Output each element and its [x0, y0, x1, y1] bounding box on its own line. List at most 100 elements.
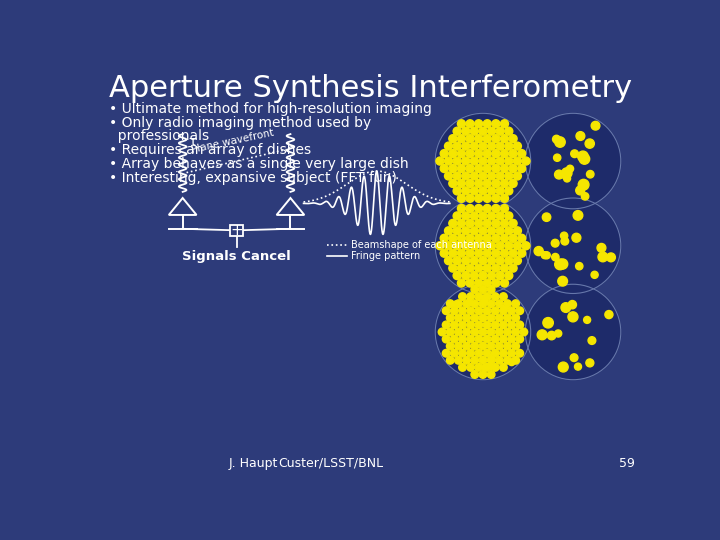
- Circle shape: [500, 179, 508, 187]
- Circle shape: [487, 286, 495, 293]
- Circle shape: [475, 293, 482, 300]
- FancyBboxPatch shape: [230, 225, 243, 236]
- Circle shape: [492, 335, 499, 343]
- Circle shape: [513, 157, 521, 165]
- Circle shape: [442, 321, 450, 329]
- Circle shape: [474, 264, 482, 272]
- Circle shape: [466, 165, 474, 172]
- Circle shape: [444, 227, 453, 235]
- Circle shape: [453, 256, 461, 265]
- Text: • Only radio imaging method used by: • Only radio imaging method used by: [109, 116, 371, 130]
- Circle shape: [483, 150, 491, 158]
- Circle shape: [581, 193, 589, 200]
- Circle shape: [496, 157, 504, 165]
- Circle shape: [542, 213, 551, 221]
- Circle shape: [449, 234, 456, 242]
- Circle shape: [446, 300, 454, 307]
- Circle shape: [509, 264, 517, 272]
- Circle shape: [585, 139, 594, 148]
- Circle shape: [470, 127, 478, 135]
- Circle shape: [558, 276, 567, 286]
- Circle shape: [492, 234, 500, 242]
- Circle shape: [457, 264, 465, 272]
- Circle shape: [449, 249, 456, 257]
- Circle shape: [436, 157, 444, 165]
- Circle shape: [483, 194, 491, 202]
- Circle shape: [483, 279, 491, 287]
- Circle shape: [466, 234, 474, 242]
- Circle shape: [526, 284, 621, 380]
- Circle shape: [500, 321, 507, 329]
- Circle shape: [492, 307, 499, 314]
- Circle shape: [500, 134, 508, 143]
- Circle shape: [561, 238, 569, 245]
- Circle shape: [479, 242, 487, 250]
- Circle shape: [463, 328, 470, 336]
- Circle shape: [453, 157, 461, 165]
- Circle shape: [496, 142, 504, 150]
- Circle shape: [449, 219, 456, 227]
- Circle shape: [457, 179, 465, 187]
- Circle shape: [482, 364, 488, 371]
- Circle shape: [475, 349, 482, 357]
- Circle shape: [554, 259, 565, 270]
- Text: • Requires an array of dishes: • Requires an array of dishes: [109, 143, 311, 157]
- Circle shape: [518, 150, 526, 158]
- Circle shape: [508, 349, 516, 357]
- Circle shape: [474, 219, 482, 227]
- Circle shape: [504, 300, 511, 307]
- Circle shape: [488, 355, 495, 362]
- Circle shape: [492, 249, 500, 257]
- Circle shape: [444, 242, 453, 250]
- Circle shape: [466, 150, 474, 158]
- Circle shape: [500, 293, 507, 300]
- Circle shape: [435, 113, 531, 209]
- Circle shape: [496, 172, 504, 180]
- Circle shape: [466, 299, 473, 306]
- Circle shape: [547, 332, 556, 340]
- Circle shape: [471, 328, 479, 336]
- Circle shape: [487, 256, 495, 265]
- Circle shape: [474, 234, 482, 242]
- Circle shape: [470, 242, 478, 250]
- Circle shape: [597, 244, 606, 252]
- Circle shape: [457, 194, 465, 202]
- Circle shape: [578, 179, 589, 190]
- Circle shape: [492, 205, 500, 212]
- Circle shape: [479, 314, 487, 322]
- Circle shape: [466, 279, 474, 287]
- Circle shape: [500, 120, 508, 128]
- Circle shape: [516, 321, 523, 329]
- Circle shape: [475, 335, 482, 343]
- Circle shape: [492, 134, 500, 143]
- Circle shape: [454, 328, 462, 336]
- Circle shape: [463, 300, 470, 307]
- Text: J. Haupt: J. Haupt: [229, 457, 278, 470]
- Circle shape: [483, 120, 491, 128]
- Circle shape: [576, 132, 585, 140]
- Text: +: +: [230, 223, 243, 238]
- Circle shape: [505, 242, 513, 250]
- Circle shape: [442, 349, 450, 357]
- Circle shape: [500, 349, 507, 357]
- Circle shape: [479, 300, 487, 307]
- Circle shape: [470, 272, 478, 280]
- Circle shape: [509, 219, 517, 227]
- Circle shape: [435, 198, 531, 294]
- Circle shape: [467, 335, 474, 343]
- Circle shape: [479, 157, 487, 165]
- Circle shape: [487, 342, 495, 350]
- Circle shape: [479, 187, 487, 195]
- Circle shape: [500, 234, 508, 242]
- Circle shape: [487, 314, 495, 322]
- Circle shape: [568, 301, 577, 309]
- Circle shape: [487, 328, 495, 336]
- Circle shape: [572, 233, 581, 242]
- Circle shape: [492, 349, 499, 357]
- Circle shape: [440, 150, 449, 158]
- Circle shape: [466, 249, 474, 257]
- Circle shape: [459, 349, 467, 357]
- Circle shape: [474, 134, 482, 143]
- Circle shape: [462, 227, 469, 235]
- Circle shape: [479, 256, 487, 265]
